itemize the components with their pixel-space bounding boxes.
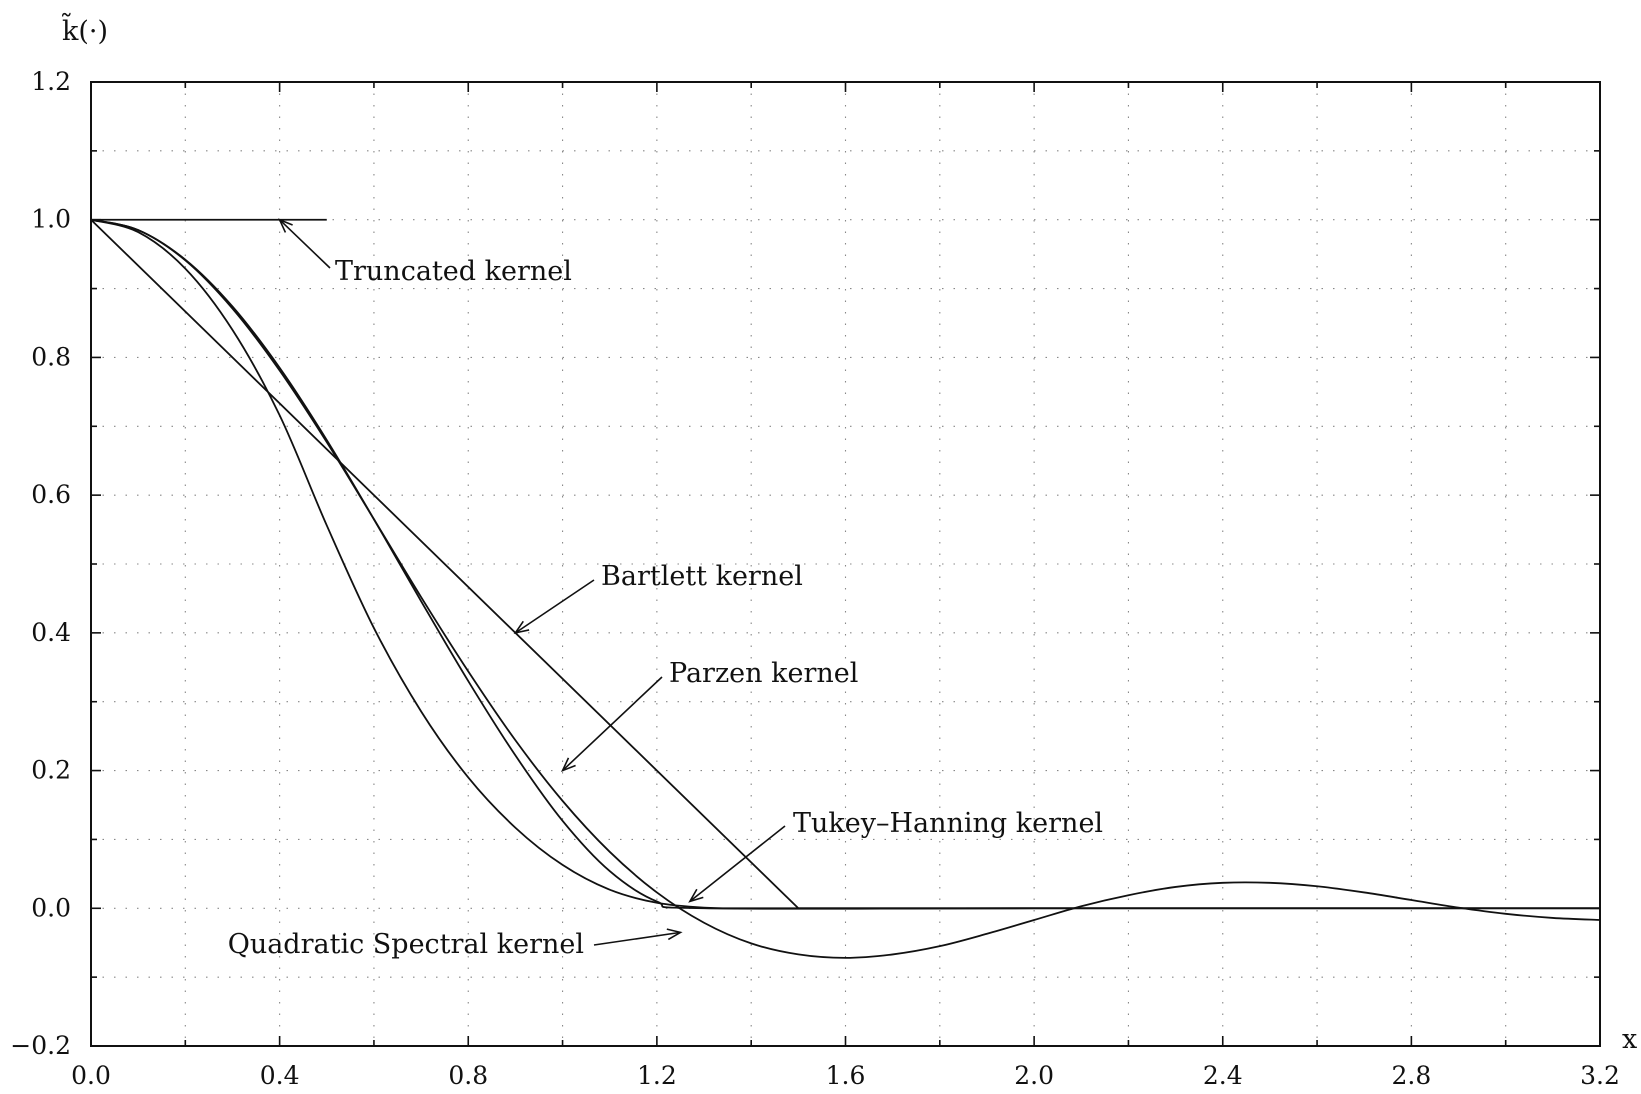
x-tick-label: 1.2 [637,1061,677,1090]
x-tick-label: 2.0 [1014,1061,1054,1090]
annotation-arrowhead-tukey-hanning-kernel [688,888,704,903]
y-tick-label: 0.6 [31,480,71,509]
y-tick-label: 1.0 [31,205,71,234]
annotation-label-parzen-kernel: Parzen kernel [669,658,858,689]
x-axis-title: x [1622,1024,1637,1055]
annotation-layer: Truncated kernel Bartlett kernel Parzen ke… [228,218,1103,960]
x-tick-label: 2.8 [1391,1061,1431,1090]
x-tick-label: 0.0 [71,1061,111,1090]
annotation-label-truncated-kernel: Truncated kernel [335,256,572,287]
x-tick-label: 3.2 [1580,1061,1620,1090]
x-tick-label: 0.8 [448,1061,488,1090]
y-tick-label: 0.2 [31,756,71,785]
x-tick-label: 1.6 [826,1061,866,1090]
tick-layer [90,81,1601,1047]
annotation-leader-quadratic-spectral-kernel [593,931,681,946]
y-tick-label: 1.2 [31,67,71,96]
y-tick-label: 0.8 [31,342,71,371]
x-tick-label: 2.4 [1203,1061,1243,1090]
x-tick-label: 0.4 [260,1061,300,1090]
plot-frame [90,81,1601,1047]
annotation-leader-bartlett-kernel [514,579,595,634]
annotation-arrowhead-quadratic-spectral-kernel [666,928,683,941]
annotation-label-quadratic-spectral-kernel: Quadratic Spectral kernel [228,929,584,960]
curve-layer [90,218,1601,959]
y-axis-title: k̃(·) [61,12,108,47]
label-layer: 0.0 0.4 0.8 1.2 1.6 2.0 2.4 2.8 3.2−0.20.00.20.4… [10,67,1620,1090]
y-tick-label: −0.2 [10,1031,71,1060]
series-line-quadratic-spectral-kernel [90,218,1601,959]
annotation-arrowhead-bartlett-kernel [513,620,530,635]
series-line-bartlett-kernel [90,219,1600,910]
grid-layer [91,82,1600,1046]
annotation-label-tukey-hanning-kernel: Tukey–Hanning kernel [793,808,1103,839]
series-line-parzen-kernel [90,218,1601,910]
annotation-arrowhead-truncated-kernel [278,218,293,233]
annotation-leader-parzen-kernel [562,676,663,772]
annotation-arrowhead-parzen-kernel [560,757,576,773]
y-tick-label: 0.4 [31,618,71,647]
series-line-tukey-hanning-kernel [90,218,1601,910]
annotation-leader-truncated-kernel [279,219,331,269]
annotation-leader-tukey-hanning-kernel [689,825,786,903]
y-tick-label: 0.0 [31,893,71,922]
annotation-label-bartlett-kernel: Bartlett kernel [601,561,803,592]
